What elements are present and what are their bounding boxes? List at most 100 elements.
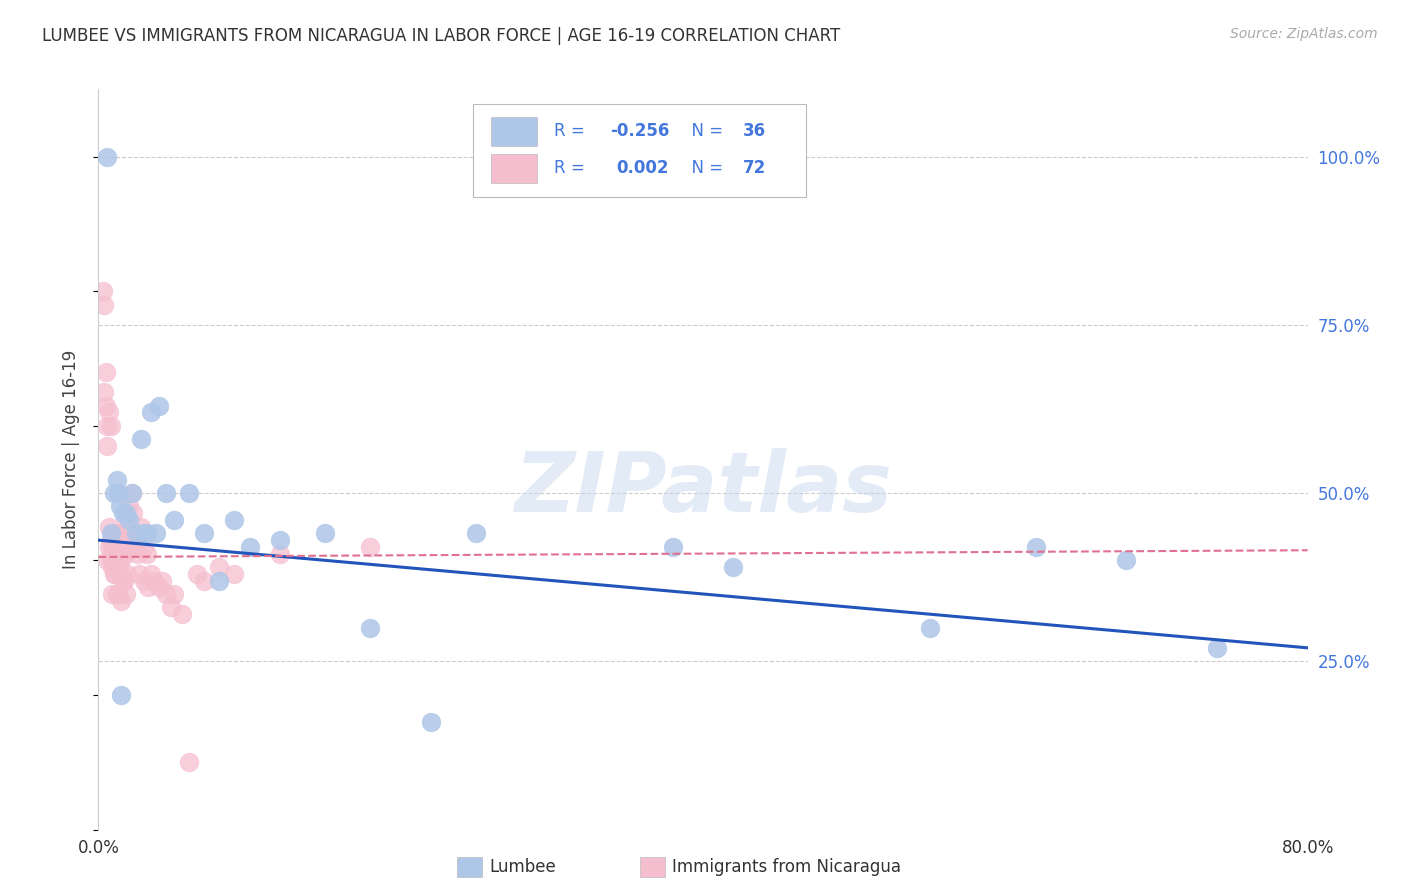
Point: [121, 533, 143, 548]
Point: [107, 486, 129, 500]
Point: [98, 540, 121, 554]
Point: [98, 519, 121, 533]
Point: [108, 566, 131, 581]
Point: [124, 540, 146, 554]
Text: 36: 36: [742, 122, 766, 140]
Point: [128, 566, 150, 581]
Point: [918, 621, 941, 635]
Point: [100, 553, 122, 567]
Point: [94, 365, 117, 379]
Point: [193, 574, 215, 588]
Point: [141, 405, 163, 419]
Point: [136, 580, 159, 594]
Point: [101, 560, 124, 574]
Point: [105, 473, 128, 487]
Point: [105, 587, 128, 601]
Point: [100, 418, 122, 433]
Point: [114, 547, 136, 561]
Point: [125, 533, 148, 548]
Text: LUMBEE VS IMMIGRANTS FROM NICARAGUA IN LABOR FORCE | AGE 16-19 CORRELATION CHART: LUMBEE VS IMMIGRANTS FROM NICARAGUA IN L…: [42, 27, 841, 45]
Point: [314, 526, 336, 541]
Point: [110, 593, 132, 607]
Point: [104, 566, 127, 581]
Text: ZIPatlas: ZIPatlas: [515, 449, 891, 530]
Point: [420, 714, 443, 729]
Point: [114, 587, 136, 601]
Point: [129, 432, 152, 446]
Point: [111, 533, 134, 548]
Point: [115, 566, 138, 581]
Point: [118, 540, 141, 554]
Point: [120, 526, 142, 541]
FancyBboxPatch shape: [474, 104, 806, 196]
Text: Lumbee: Lumbee: [489, 858, 555, 876]
Text: N =: N =: [682, 122, 728, 140]
Point: [179, 756, 201, 770]
Point: [107, 587, 129, 601]
Point: [186, 566, 208, 581]
Point: [127, 547, 149, 561]
Point: [93, 297, 115, 311]
Point: [163, 587, 186, 601]
Bar: [492, 153, 537, 183]
Point: [112, 574, 135, 588]
Point: [91, 284, 114, 298]
Text: -0.256: -0.256: [610, 122, 669, 140]
Point: [101, 540, 124, 554]
Point: [114, 513, 136, 527]
Point: [100, 526, 122, 541]
Point: [163, 513, 186, 527]
Point: [129, 519, 152, 533]
Point: [96, 149, 118, 163]
Point: [100, 533, 122, 548]
Point: [155, 486, 177, 500]
Point: [107, 533, 129, 548]
Text: 0.002: 0.002: [616, 160, 668, 178]
Point: [111, 506, 134, 520]
Point: [110, 526, 132, 541]
Point: [269, 533, 291, 548]
Point: [103, 486, 125, 500]
Point: [96, 418, 118, 433]
Point: [103, 547, 125, 561]
Point: [105, 547, 128, 561]
Point: [111, 574, 134, 588]
Point: [135, 526, 157, 541]
Point: [101, 587, 124, 601]
Point: [103, 526, 125, 541]
Point: [143, 574, 166, 588]
Point: [118, 500, 141, 514]
Point: [723, 560, 745, 574]
Point: [108, 540, 131, 554]
Point: [132, 574, 155, 588]
Point: [269, 547, 291, 561]
Point: [115, 533, 138, 548]
Text: Immigrants from Nicaragua: Immigrants from Nicaragua: [672, 858, 901, 876]
Point: [208, 574, 231, 588]
Point: [135, 547, 157, 561]
Point: [125, 526, 148, 541]
Point: [114, 506, 136, 520]
Point: [96, 553, 118, 567]
Point: [110, 553, 132, 567]
Point: [360, 621, 382, 635]
Point: [103, 566, 125, 581]
Point: [107, 553, 129, 567]
Point: [239, 540, 262, 554]
Point: [1206, 640, 1229, 655]
Point: [132, 540, 155, 554]
Point: [224, 513, 246, 527]
Text: N =: N =: [682, 160, 728, 178]
Point: [132, 526, 155, 541]
Point: [121, 486, 143, 500]
Point: [98, 405, 121, 419]
Point: [110, 688, 132, 702]
Point: [121, 486, 143, 500]
Text: Source: ZipAtlas.com: Source: ZipAtlas.com: [1230, 27, 1378, 41]
Point: [108, 500, 131, 514]
Point: [661, 540, 683, 554]
Text: R =: R =: [554, 122, 591, 140]
Point: [93, 385, 115, 400]
Point: [360, 540, 382, 554]
Point: [1024, 540, 1046, 554]
